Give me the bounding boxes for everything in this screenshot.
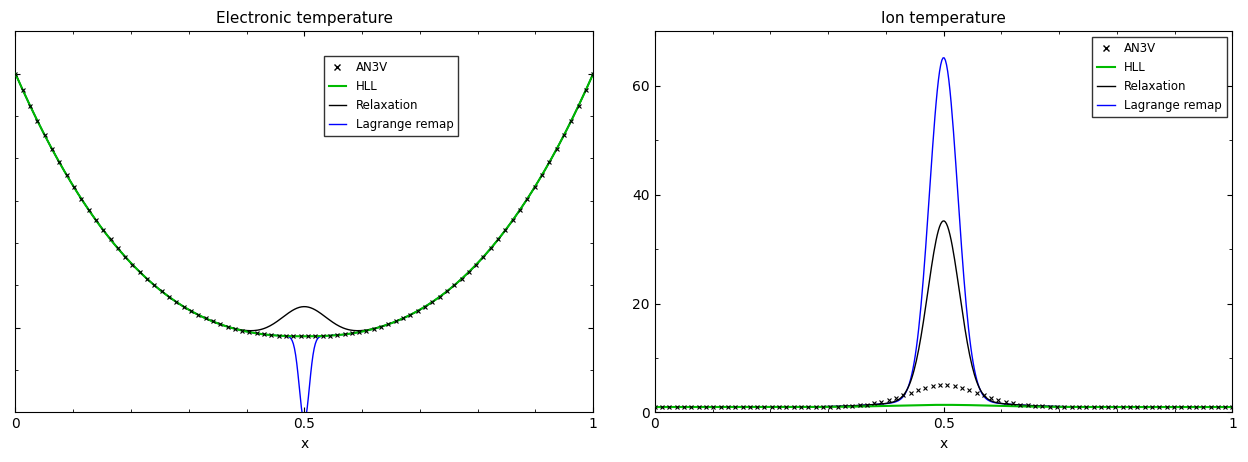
X-axis label: x: x <box>301 437 308 451</box>
Title: Electronic temperature: Electronic temperature <box>216 11 393 26</box>
Legend: AN3V, HLL, Relaxation, Lagrange remap: AN3V, HLL, Relaxation, Lagrange remap <box>323 56 458 135</box>
Legend: AN3V, HLL, Relaxation, Lagrange remap: AN3V, HLL, Relaxation, Lagrange remap <box>1092 37 1227 116</box>
X-axis label: x: x <box>940 437 947 451</box>
Title: Ion temperature: Ion temperature <box>881 11 1006 26</box>
